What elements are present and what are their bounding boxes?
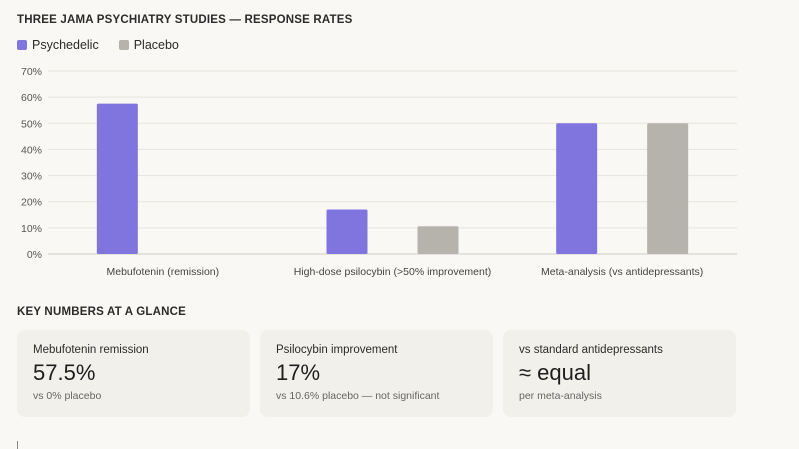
card-value: 17%	[276, 360, 321, 385]
y-tick-label: 10%	[21, 223, 42, 235]
card-label: Mebufotenin remission	[33, 344, 149, 356]
card-label: vs standard antidepressants	[519, 344, 663, 356]
key-numbers-title: KEY NUMBERS AT A GLANCE	[17, 306, 187, 318]
bar-psychedelic	[556, 123, 598, 255]
y-tick-label: 70%	[21, 66, 42, 78]
bar-psychedelic	[326, 209, 368, 254]
chart-title: THREE JAMA PSYCHIATRY STUDIES — RESPONSE…	[17, 14, 353, 26]
card-value: ≈ equal	[519, 360, 592, 385]
y-tick-label: 0%	[27, 249, 42, 261]
card-note: per meta-analysis	[519, 390, 602, 402]
legend-swatch-placebo	[118, 40, 129, 50]
card-note: vs 10.6% placebo — not significant	[276, 390, 440, 402]
bar-placebo	[647, 123, 689, 255]
key-numbers-cards: Mebufotenin remission 57.5% vs 0% placeb…	[17, 330, 746, 417]
key-number-card: Psilocybin improvement 17% vs 10.6% plac…	[260, 330, 493, 417]
y-tick-label: 20%	[21, 197, 42, 209]
y-tick-label: 30%	[21, 171, 42, 183]
legend-item-psychedelic: Psychedelic	[17, 38, 99, 52]
y-tick-label: 40%	[21, 144, 42, 156]
bar-placebo	[417, 226, 459, 254]
key-number-card: vs standard antidepressants ≈ equal per …	[503, 330, 736, 417]
legend-swatch-psychedelic	[17, 40, 27, 50]
bar-chart: 0% 10% 20% 30% 40% 50% 60% 70% Mebufotenin (remi…	[21, 66, 737, 278]
legend-label-psychedelic: Psychedelic	[32, 38, 99, 52]
legend-label-placebo: Placebo	[133, 38, 179, 52]
card-label: Psilocybin improvement	[276, 344, 398, 356]
legend-item-placebo: Placebo	[118, 38, 179, 52]
x-tick-label: Mebufotenin (remission)	[107, 266, 220, 278]
x-tick-label: High-dose psilocybin (>50% improvement)	[294, 266, 492, 278]
y-tick-label: 50%	[21, 118, 42, 130]
card-value: 57.5%	[33, 360, 96, 385]
y-tick-label: 60%	[21, 92, 42, 104]
bar-psychedelic	[96, 103, 138, 254]
x-tick-label: Meta-analysis (vs antidepressants)	[541, 266, 703, 278]
text-cursor	[17, 441, 18, 449]
card-note: vs 0% placebo	[33, 390, 102, 402]
chart-legend: Psychedelic Placebo	[17, 38, 199, 52]
key-number-card: Mebufotenin remission 57.5% vs 0% placeb…	[17, 330, 250, 417]
